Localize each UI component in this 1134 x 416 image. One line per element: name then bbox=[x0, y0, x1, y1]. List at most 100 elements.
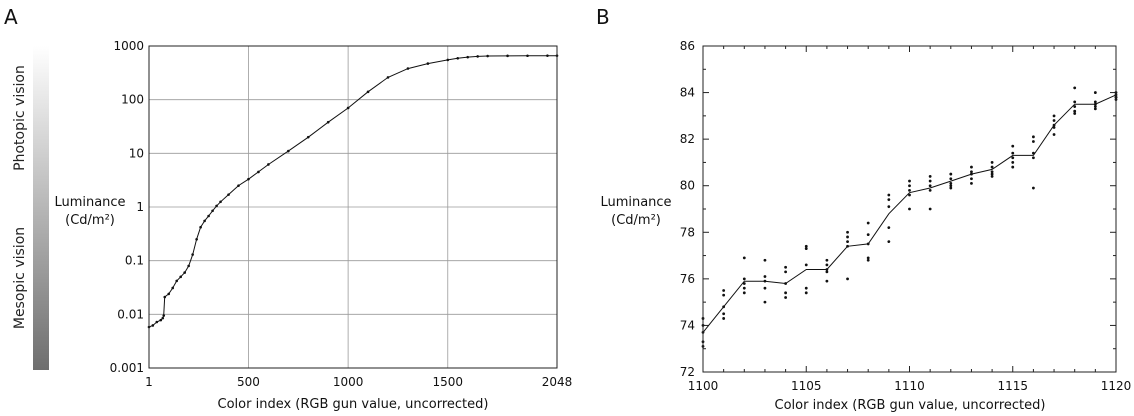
panel-b-sample-point bbox=[1073, 112, 1077, 115]
panel-b-sample-point bbox=[825, 258, 829, 262]
panel-b-sample-point bbox=[784, 265, 787, 269]
panel-b-sample-point bbox=[887, 205, 891, 209]
panel-a-data-point bbox=[446, 58, 450, 62]
panel-b-y-tick-label: 76 bbox=[680, 272, 695, 286]
panel-b-sample-point bbox=[949, 177, 953, 181]
panel-b-sample-point bbox=[804, 244, 808, 248]
panel-a-data-point bbox=[247, 177, 250, 181]
panel-a-data-point bbox=[203, 219, 206, 223]
panel-a-x-tick-label: 1500 bbox=[433, 375, 464, 389]
panel-a-data-point bbox=[466, 55, 470, 59]
panel-b-sample-point bbox=[970, 172, 973, 176]
panel-a-y-tick-label: 1 bbox=[136, 200, 144, 214]
panel-b-sample-point bbox=[784, 296, 787, 299]
panel-a-data-point bbox=[171, 286, 175, 290]
panel-b-sample-point bbox=[949, 186, 953, 190]
panel-a-data-point bbox=[161, 316, 165, 320]
panel-b-sample-point bbox=[804, 286, 808, 290]
panel-b-sample-point bbox=[970, 181, 973, 185]
panel-b-y-axis-label-line1: Luminance bbox=[600, 195, 671, 210]
panel-a-data-point bbox=[167, 292, 171, 296]
panel-b-x-tick-label: 1105 bbox=[791, 379, 822, 393]
panel-a-data-point bbox=[506, 54, 509, 58]
panel-a-data-point bbox=[159, 318, 163, 322]
panel-b-sample-point bbox=[1052, 133, 1056, 136]
panel-a-data-point bbox=[162, 314, 166, 317]
panel-a-data-point bbox=[306, 135, 310, 139]
panel-b-x-tick-label: 1120 bbox=[1101, 379, 1132, 393]
panel-b-sample-point bbox=[784, 291, 787, 295]
panel-a-data-point bbox=[406, 67, 410, 70]
panel-b-sample-point bbox=[928, 179, 932, 183]
panel-b-sample-point bbox=[1011, 161, 1015, 164]
panel-a-data-point bbox=[219, 200, 222, 204]
panel-a-x-axis-label: Color index (RGB gun value, uncorrected) bbox=[218, 397, 489, 412]
panel-b-letter: B bbox=[596, 5, 610, 29]
panel-a-data-point bbox=[179, 275, 182, 279]
panel-a-data-point bbox=[191, 253, 194, 256]
panel-a-data-point bbox=[267, 163, 270, 166]
panel-b-sample-point bbox=[990, 175, 994, 178]
panel-b-sample-point bbox=[1011, 144, 1015, 148]
panel-a-data-point bbox=[326, 120, 330, 124]
panel-b-y-tick-label: 80 bbox=[680, 179, 695, 193]
panel-b-sample-point bbox=[928, 188, 932, 192]
panel-b-sample-point bbox=[970, 177, 973, 181]
panel-a-y-axis-label-line1: Luminance bbox=[54, 195, 125, 210]
panel-b-sample-point bbox=[908, 207, 911, 211]
panel-b-sample-point bbox=[1032, 156, 1035, 160]
panel-a-letter: A bbox=[4, 5, 18, 29]
panel-a-y-tick-label: 0.001 bbox=[110, 361, 144, 375]
panel-b-sample-point bbox=[1052, 126, 1056, 129]
panel-a-y-tick-label: 10 bbox=[129, 146, 144, 160]
panel-a-data-point bbox=[426, 62, 430, 65]
panel-a-data-point bbox=[237, 184, 240, 187]
panel-b-sample-point bbox=[1093, 100, 1097, 104]
panel-b-sample-point bbox=[1052, 114, 1056, 118]
panel-b-y-tick-label: 74 bbox=[680, 318, 695, 332]
panel-a-data-point bbox=[456, 56, 460, 60]
panel-a-y-tick-label: 0.01 bbox=[117, 307, 144, 321]
panel-b-sample-point bbox=[804, 291, 808, 295]
panel-a-x-tick-label: 1 bbox=[145, 375, 153, 389]
panel-b-sample-point bbox=[887, 240, 891, 244]
panel-a-data-point bbox=[546, 54, 549, 57]
panel-b-sample-point bbox=[1011, 165, 1015, 169]
panel-b-sample-point bbox=[763, 286, 767, 290]
panel-b-sample-point bbox=[742, 256, 746, 260]
panel-b-sample-point bbox=[1093, 91, 1097, 94]
panel-b-x-tick-label: 1115 bbox=[997, 379, 1028, 393]
panel-b-sample-point bbox=[742, 291, 746, 295]
panel-b-sample-point bbox=[804, 263, 808, 267]
panel-a-data bbox=[147, 54, 559, 329]
vision-bar: Photopic vision Mesopic vision bbox=[12, 46, 49, 370]
panel-a-data-point bbox=[211, 209, 214, 213]
vision-gradient-bar bbox=[33, 46, 49, 370]
panel-b-x-tick-label: 1110 bbox=[894, 379, 925, 393]
panel-a-data-point bbox=[215, 204, 218, 208]
panel-a-data-point bbox=[366, 90, 370, 94]
panel-a-data-point bbox=[183, 271, 186, 274]
panel-a-data-point bbox=[227, 193, 230, 196]
panel-a-data-point bbox=[175, 279, 179, 283]
panel-b-sample-point bbox=[722, 312, 726, 316]
panel-b-x-axis-label: Color index (RGB gun value, uncorrected) bbox=[775, 398, 1046, 413]
panel-b-sample-point bbox=[887, 193, 891, 197]
panel-b-sample-point bbox=[928, 175, 932, 178]
panel-b-sample-point bbox=[866, 242, 870, 246]
panel-b-sample-point bbox=[763, 279, 767, 283]
panel-b-sample-point bbox=[1011, 151, 1015, 155]
panel-b-sample-point bbox=[1073, 105, 1077, 108]
panel-b-sample-point bbox=[1011, 156, 1015, 160]
panel-b-sample-point bbox=[1073, 109, 1077, 113]
panel-a-data-point bbox=[287, 149, 290, 153]
panel-b-sample-point bbox=[970, 170, 973, 174]
panel-b-ticks: 1100 1105 1110 1115 1120 72 74 76 78 80 82 84 86 bbox=[680, 39, 1132, 393]
panel-a-data-point bbox=[163, 295, 167, 299]
panel-b-sample-point bbox=[742, 286, 746, 290]
photopic-vision-label: Photopic vision bbox=[12, 65, 28, 171]
panel-b-sample-point bbox=[970, 165, 973, 169]
panel-b-plot-frame bbox=[702, 45, 1117, 373]
